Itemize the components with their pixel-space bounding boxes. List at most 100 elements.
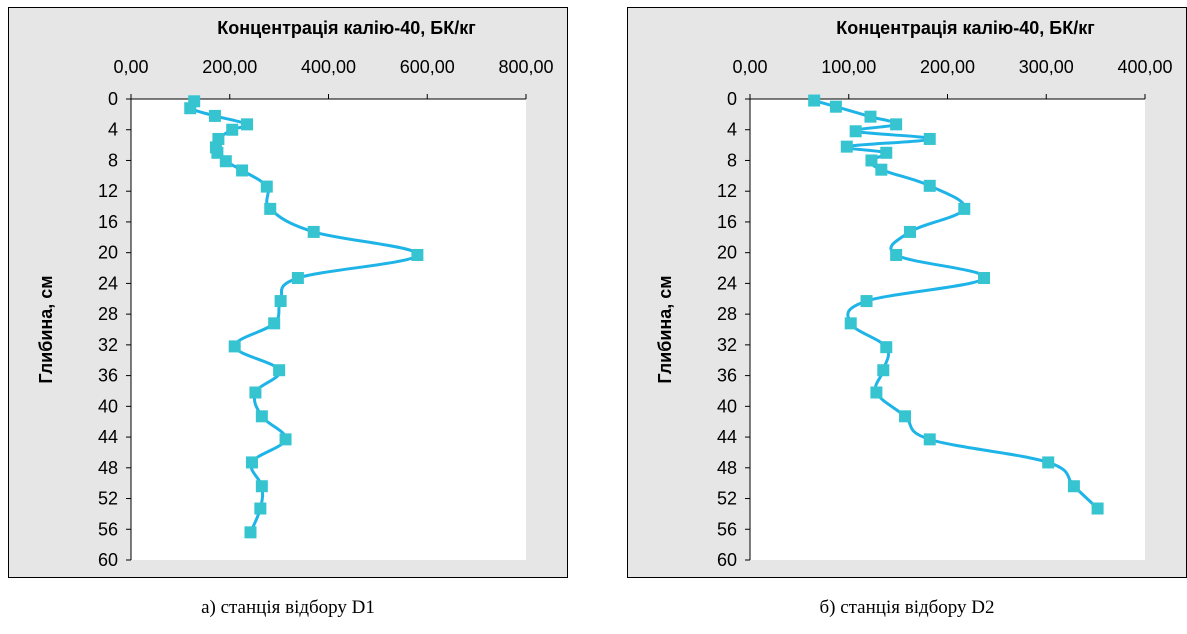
y-tick-label: 20 — [98, 243, 118, 263]
x-tick-label: 0,00 — [732, 57, 767, 77]
chart-d1-svg: Концентрація калію-40, БК/кг Глибина, см 0… — [9, 8, 567, 577]
data-point-marker — [236, 164, 249, 177]
data-point-marker — [875, 163, 888, 176]
data-point-marker — [255, 410, 268, 423]
y-tick-label: 28 — [98, 304, 118, 324]
data-point-marker — [877, 364, 890, 377]
chart-station-d2: Концентрація калію-40, БК/кг Глибина, см 0… — [627, 7, 1187, 578]
chart-d2-svg: Концентрація калію-40, БК/кг Глибина, см 0… — [628, 8, 1186, 577]
y-tick-label: 56 — [98, 519, 118, 539]
y-tick-label: 40 — [98, 396, 118, 416]
y-tick-label: 20 — [717, 243, 737, 263]
caption-station-d1: а) станція відбору D1 — [201, 597, 375, 618]
data-point-marker — [411, 248, 424, 261]
y-tick-label: 36 — [717, 366, 737, 386]
y-tick-label: 60 — [98, 550, 118, 570]
data-point-marker — [184, 102, 197, 115]
data-point-marker — [899, 410, 912, 423]
data-point-marker — [978, 272, 991, 285]
data-point-marker — [208, 109, 221, 122]
y-tick-label: 52 — [98, 489, 118, 509]
y-tick-label: 8 — [727, 150, 737, 170]
data-point-marker — [860, 295, 873, 308]
y-tick-label: 60 — [717, 550, 737, 570]
y-axis-label: Глибина, см — [655, 275, 675, 383]
data-point-marker — [829, 100, 842, 113]
y-tick-label: 44 — [717, 427, 737, 447]
y-tick-label: 24 — [717, 273, 737, 293]
data-point-marker — [255, 480, 268, 493]
y-tick-label: 36 — [98, 366, 118, 386]
y-tick-label: 40 — [717, 396, 737, 416]
y-tick-label: 4 — [727, 120, 737, 140]
data-point-marker — [307, 225, 320, 238]
chart-station-d1: Концентрація калію-40, БК/кг Глибина, см 0… — [8, 7, 568, 578]
x-tick-label: 100,00 — [821, 57, 876, 77]
y-tick-label: 44 — [98, 427, 118, 447]
x-tick-label: 800,00 — [498, 57, 553, 77]
data-point-marker — [880, 341, 893, 354]
y-tick-label: 24 — [98, 273, 118, 293]
data-point-marker — [958, 202, 971, 215]
x-tick-label: 200,00 — [920, 57, 975, 77]
data-point-marker — [840, 140, 853, 153]
data-point-marker — [219, 155, 232, 168]
y-tick-label: 48 — [717, 458, 737, 478]
y-tick-label: 52 — [717, 489, 737, 509]
data-point-marker — [228, 340, 241, 353]
data-point-marker — [279, 433, 292, 446]
x-tick-label: 400,00 — [1117, 57, 1172, 77]
data-point-marker — [1042, 456, 1055, 469]
data-point-marker — [249, 386, 262, 399]
y-tick-label: 16 — [98, 212, 118, 232]
x-tick-label: 400,00 — [301, 57, 356, 77]
data-point-marker — [890, 248, 903, 261]
data-point-marker — [864, 110, 877, 123]
data-point-marker — [923, 179, 936, 192]
data-point-marker — [808, 94, 821, 107]
data-point-marker — [268, 317, 281, 330]
plot-area-background — [750, 99, 1145, 560]
plot-area-background — [131, 99, 526, 560]
data-point-marker — [273, 364, 286, 377]
y-tick-label: 8 — [108, 150, 118, 170]
data-point-marker — [226, 123, 239, 136]
data-point-marker — [254, 502, 267, 515]
y-axis-label: Глибина, см — [36, 275, 56, 383]
data-point-marker — [291, 272, 304, 285]
x-tick-label: 600,00 — [400, 57, 455, 77]
data-point-marker — [890, 118, 903, 131]
y-tick-label: 56 — [717, 519, 737, 539]
y-tick-label: 28 — [717, 304, 737, 324]
x-tick-label: 0,00 — [113, 57, 148, 77]
data-point-marker — [244, 526, 257, 539]
data-point-marker — [849, 125, 862, 138]
data-point-marker — [865, 154, 878, 167]
data-point-marker — [923, 433, 936, 446]
chart-title: Концентрація калію-40, БК/кг — [217, 18, 476, 38]
data-point-marker — [903, 225, 916, 238]
y-tick-label: 32 — [717, 335, 737, 355]
data-point-marker — [264, 202, 277, 215]
data-point-marker — [241, 118, 254, 131]
x-tick-label: 300,00 — [1019, 57, 1074, 77]
data-point-marker — [274, 295, 287, 308]
chart-title: Концентрація калію-40, БК/кг — [836, 18, 1095, 38]
data-point-marker — [245, 456, 258, 469]
y-tick-label: 16 — [717, 212, 737, 232]
data-point-marker — [844, 317, 857, 330]
data-point-marker — [1067, 480, 1080, 493]
y-tick-label: 0 — [727, 89, 737, 109]
x-tick-label: 200,00 — [202, 57, 257, 77]
data-point-marker — [870, 386, 883, 399]
y-tick-label: 48 — [98, 458, 118, 478]
data-point-marker — [880, 146, 893, 159]
y-tick-label: 32 — [98, 335, 118, 355]
y-tick-label: 12 — [717, 181, 737, 201]
caption-station-d2: б) станція відбору D2 — [819, 597, 995, 618]
y-tick-label: 12 — [98, 181, 118, 201]
data-point-marker — [1091, 502, 1104, 515]
y-tick-label: 0 — [108, 89, 118, 109]
data-point-marker — [923, 132, 936, 145]
data-point-marker — [260, 180, 273, 193]
